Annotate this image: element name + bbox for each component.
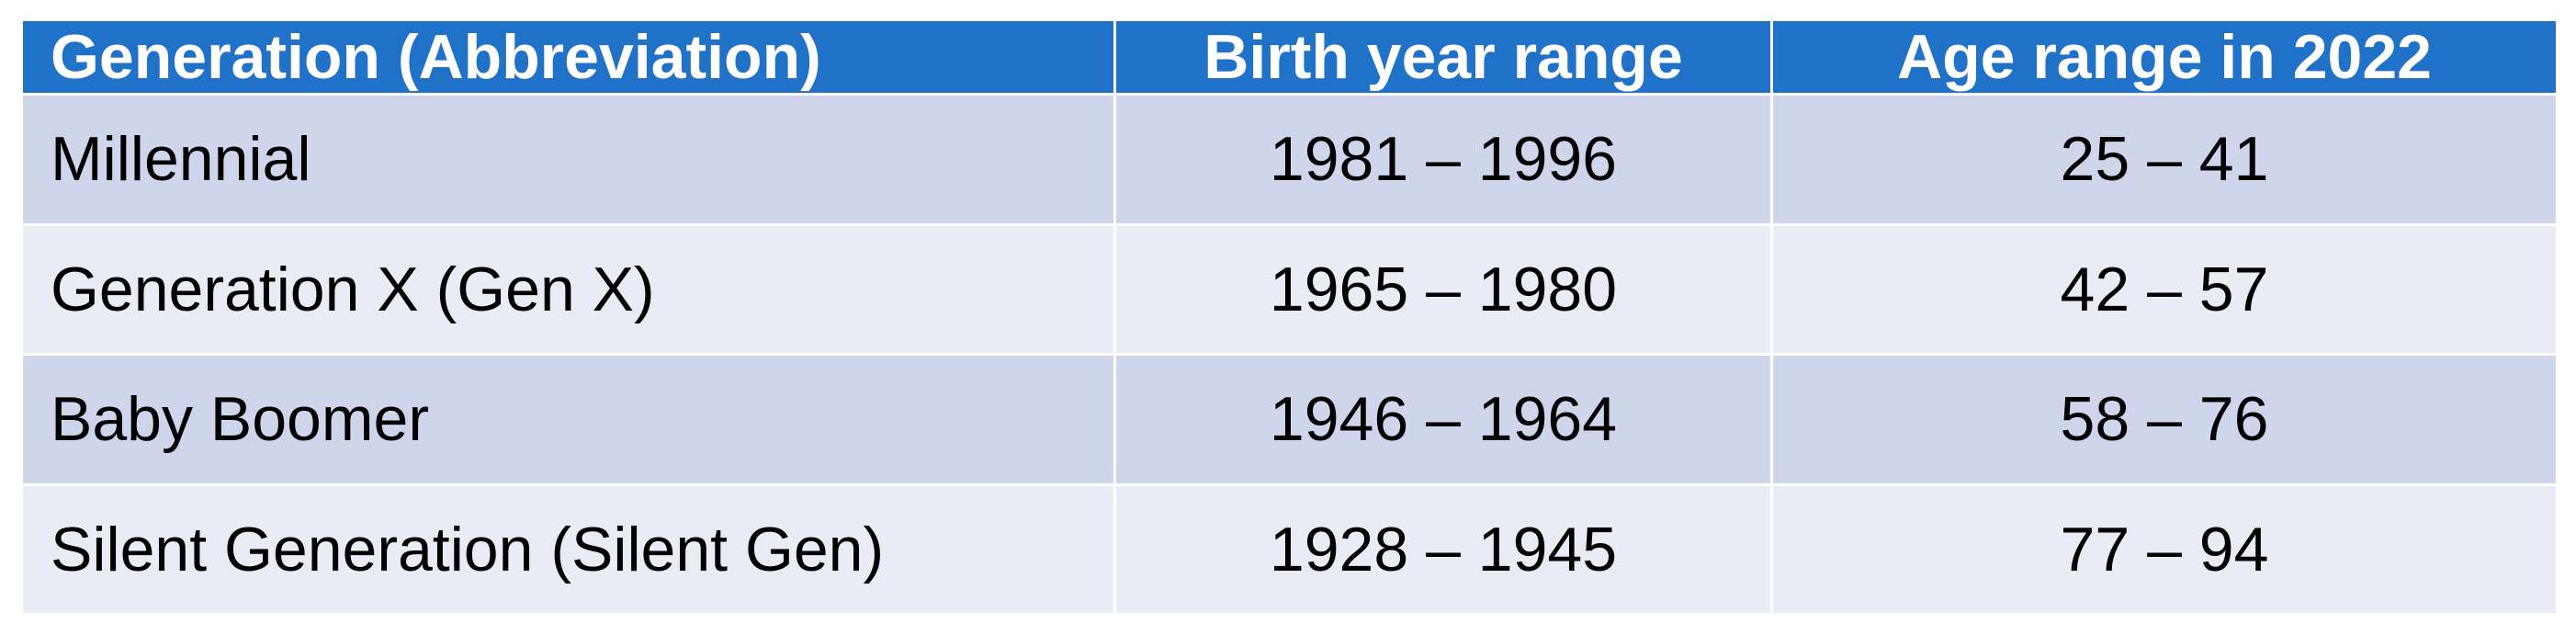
header-cell: Age range in 2022: [1770, 18, 2559, 96]
table-cell: 58 – 76: [1770, 353, 2559, 486]
generation-table: Generation (Abbreviation) Birth year rang…: [20, 18, 2559, 616]
table-cell: 1946 – 1964: [1113, 353, 1773, 486]
table-header: Generation (Abbreviation) Birth year rang…: [20, 18, 2559, 96]
table-row: Baby Boomer 1946 – 1964 58 – 76: [20, 353, 2559, 486]
header-cell: Birth year range: [1113, 18, 1773, 96]
table-row: Generation X (Gen X) 1965 – 1980 42 – 57: [20, 222, 2559, 356]
table-row: Silent Generation (Silent Gen) 1928 – 194…: [20, 482, 2559, 616]
table-cell: Silent Generation (Silent Gen): [20, 482, 1116, 616]
table-body: Millennial 1981 – 1996 25 – 41 Generation X…: [20, 93, 2559, 616]
table-cell: 1981 – 1996: [1113, 93, 1773, 226]
table-cell: Millennial: [20, 93, 1116, 226]
table-cell: Baby Boomer: [20, 353, 1116, 486]
table-cell: 1965 – 1980: [1113, 222, 1773, 356]
header-cell: Generation (Abbreviation): [20, 18, 1116, 96]
table-cell: 1928 – 1945: [1113, 482, 1773, 616]
table-row: Millennial 1981 – 1996 25 – 41: [20, 93, 2559, 226]
table-cell: 25 – 41: [1770, 93, 2559, 226]
table-cell: 77 – 94: [1770, 482, 2559, 616]
table-cell: Generation X (Gen X): [20, 222, 1116, 356]
table-cell: 42 – 57: [1770, 222, 2559, 356]
header-row: Generation (Abbreviation) Birth year rang…: [20, 18, 2559, 96]
